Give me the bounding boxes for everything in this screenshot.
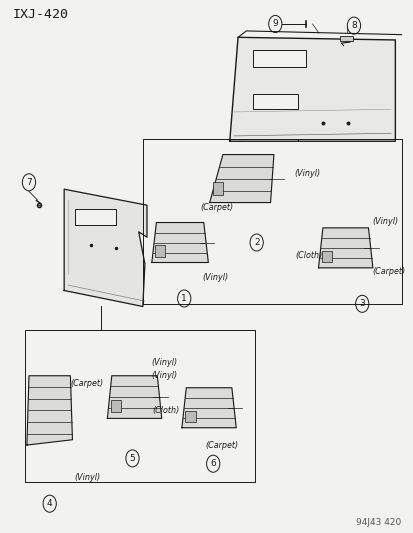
- Text: (Cloth): (Cloth): [152, 406, 180, 415]
- Text: (Carpet): (Carpet): [200, 204, 233, 212]
- Text: (Vinyl): (Vinyl): [151, 358, 177, 367]
- Bar: [185, 410, 195, 422]
- Polygon shape: [181, 388, 236, 427]
- Polygon shape: [318, 228, 372, 268]
- Bar: [252, 94, 297, 109]
- Polygon shape: [107, 376, 161, 418]
- Polygon shape: [229, 37, 394, 141]
- Text: (Vinyl): (Vinyl): [293, 169, 319, 177]
- Text: 2: 2: [253, 238, 259, 247]
- Text: 8: 8: [350, 21, 356, 30]
- Text: (Carpet): (Carpet): [372, 268, 405, 276]
- Bar: [155, 245, 165, 256]
- Bar: [339, 36, 352, 41]
- Text: (Carpet): (Carpet): [204, 441, 237, 449]
- Text: 3: 3: [358, 300, 364, 308]
- Polygon shape: [152, 223, 208, 262]
- Text: (Vinyl): (Vinyl): [74, 473, 100, 481]
- Bar: [110, 400, 121, 412]
- Text: (Vinyl): (Vinyl): [202, 273, 228, 281]
- Text: 94J43 420: 94J43 420: [356, 518, 401, 527]
- Polygon shape: [64, 189, 147, 306]
- Text: IXJ-420: IXJ-420: [12, 8, 68, 21]
- Text: 5: 5: [129, 454, 135, 463]
- Bar: [321, 251, 331, 262]
- Text: (Vinyl): (Vinyl): [372, 217, 398, 225]
- Text: 6: 6: [210, 459, 216, 468]
- Text: 1: 1: [181, 294, 187, 303]
- Text: 4: 4: [47, 499, 52, 508]
- Text: (Vinyl): (Vinyl): [151, 372, 177, 380]
- Bar: [212, 182, 223, 196]
- Text: (Carpet): (Carpet): [70, 379, 103, 388]
- Text: 7: 7: [26, 178, 32, 187]
- Polygon shape: [27, 376, 72, 445]
- Polygon shape: [209, 155, 273, 203]
- Text: (Cloth): (Cloth): [295, 252, 322, 260]
- Bar: [74, 209, 116, 225]
- Bar: [252, 50, 306, 67]
- Text: 9: 9: [272, 20, 278, 28]
